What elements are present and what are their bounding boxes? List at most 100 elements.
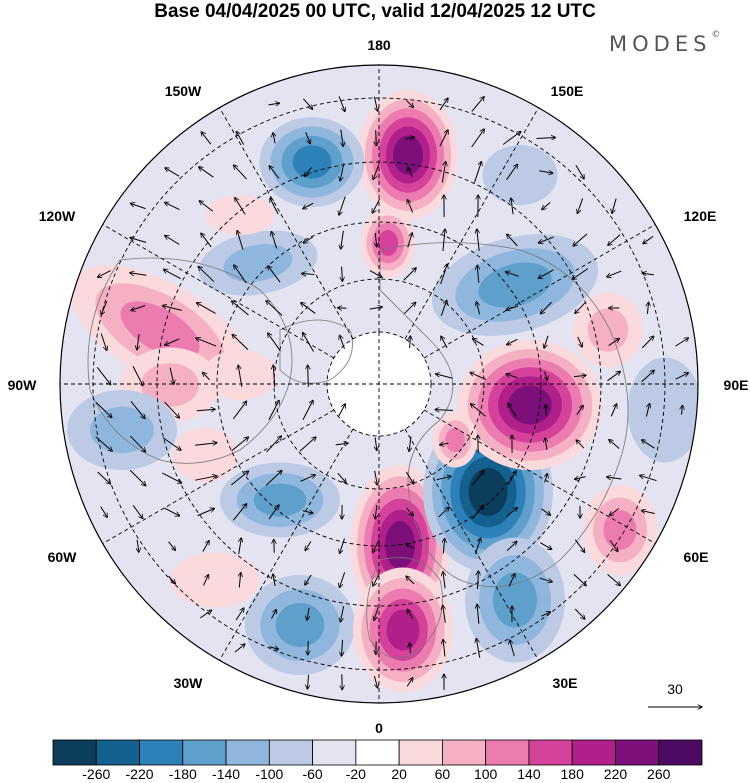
- wind-vector: [335, 443, 348, 445]
- wind-vector: [101, 301, 108, 315]
- north-america-coast: [87, 257, 293, 464]
- wind-vector: [546, 405, 547, 416]
- colorbar-swatch: [441, 739, 487, 766]
- colorbar-swatch: [485, 739, 530, 766]
- meridian-line: [102, 409, 335, 544]
- colorbar-tick-label: 20: [391, 766, 407, 782]
- brand-mark: ©: [711, 30, 721, 40]
- wind-vector: [301, 303, 316, 314]
- wind-vector: [234, 265, 247, 284]
- wind-vector: [132, 366, 143, 386]
- wind-vector: [574, 608, 585, 619]
- wind-vector: [474, 162, 482, 183]
- wind-vector: [307, 607, 309, 620]
- wind-vector: [478, 571, 479, 590]
- anomaly-contour: [275, 603, 325, 647]
- wind-vector: [507, 234, 518, 247]
- wind-vector: [236, 131, 245, 145]
- anomaly-contour: [141, 363, 199, 407]
- wind-vector: [545, 473, 548, 483]
- wind-vector: [339, 196, 346, 215]
- wind-vector: [303, 202, 314, 209]
- wind-vector: [440, 264, 448, 285]
- colorbar-tick-label: -260: [82, 766, 110, 782]
- anomaly-contour: [478, 262, 552, 308]
- wind-vector: [268, 266, 281, 283]
- lon-label-180: 180: [367, 37, 391, 53]
- wind-vector: [199, 167, 214, 178]
- wind-vector: [607, 371, 620, 382]
- wind-vector: [338, 404, 346, 417]
- wind-vector: [410, 643, 411, 654]
- lon-label-0: 0: [375, 720, 383, 736]
- anomaly-contour: [172, 427, 238, 483]
- wind-vector: [137, 334, 139, 350]
- wind-vector: [410, 336, 411, 349]
- wind-vector: [471, 97, 484, 112]
- wind-vector: [199, 201, 214, 212]
- wind-vector: [307, 674, 308, 689]
- wind-vector: [440, 300, 447, 316]
- anomaly-contour: [253, 483, 307, 517]
- wind-vector: [505, 272, 519, 277]
- wind-vector: [441, 161, 445, 183]
- wind-vector: [439, 98, 448, 111]
- wind-vector: [130, 203, 146, 210]
- wind-vector: [132, 505, 143, 518]
- lon-label-150w: 150W: [165, 83, 202, 99]
- wind-vector: [574, 539, 584, 553]
- greenland-coast: [279, 319, 353, 384]
- wind-vector: [270, 198, 279, 215]
- wind-vector: [477, 604, 479, 624]
- wind-vector: [95, 401, 112, 417]
- colorbar-tick-label: 180: [561, 766, 585, 782]
- wind-vector: [407, 233, 412, 248]
- wind-vector: [95, 436, 113, 452]
- wind-vector: [642, 440, 655, 449]
- wind-vector: [536, 138, 555, 139]
- wind-vector: [576, 405, 583, 415]
- wind-vector: [198, 266, 215, 282]
- meridian-line: [404, 428, 539, 661]
- reference-vector: 30: [648, 681, 702, 707]
- anomaly-contour: [120, 301, 200, 359]
- wind-vector: [203, 575, 209, 586]
- colorbar: -260 -220 -180 -140 -100 -60 -20 20 60 100 140 180 2…: [52, 739, 703, 782]
- anomaly-contour: [508, 385, 552, 425]
- wind-vector: [130, 238, 147, 243]
- wind-vector: [162, 306, 182, 311]
- wind-vector: [443, 639, 445, 657]
- wind-vector: [647, 302, 648, 315]
- anomaly-contour: [587, 308, 629, 352]
- wind-vector: [376, 130, 377, 145]
- wind-vector: [375, 233, 376, 247]
- wind-vector: [304, 167, 312, 176]
- wind-vector: [235, 198, 246, 215]
- wind-vector: [443, 539, 444, 554]
- colorbar-tick-label: -180: [169, 766, 197, 782]
- wind-vector: [169, 367, 174, 385]
- wind-vector: [645, 403, 649, 417]
- wind-vector: [341, 129, 344, 147]
- wind-vector: [506, 164, 517, 181]
- wind-vector: [539, 542, 552, 550]
- wind-vector: [539, 171, 553, 174]
- anomaly-contour: [205, 195, 275, 235]
- wind-vector: [373, 573, 380, 586]
- meridian-line: [102, 224, 335, 359]
- wind-vector: [575, 164, 584, 179]
- colorbar-tick-label: 100: [474, 766, 498, 782]
- wind-vector: [239, 538, 242, 555]
- wind-vector: [544, 335, 549, 348]
- anomaly-contour: [292, 145, 332, 179]
- wind-vector: [608, 338, 620, 346]
- wind-vector: [477, 229, 479, 251]
- wind-vector: [196, 338, 217, 347]
- wind-vector: [374, 607, 379, 621]
- wind-vector: [373, 164, 380, 179]
- colorbar-swatch: [182, 739, 227, 766]
- wind-vector: [508, 403, 517, 418]
- anomaly-contour: [170, 552, 260, 608]
- wind-vector: [682, 405, 683, 415]
- wind-vector: [507, 471, 516, 486]
